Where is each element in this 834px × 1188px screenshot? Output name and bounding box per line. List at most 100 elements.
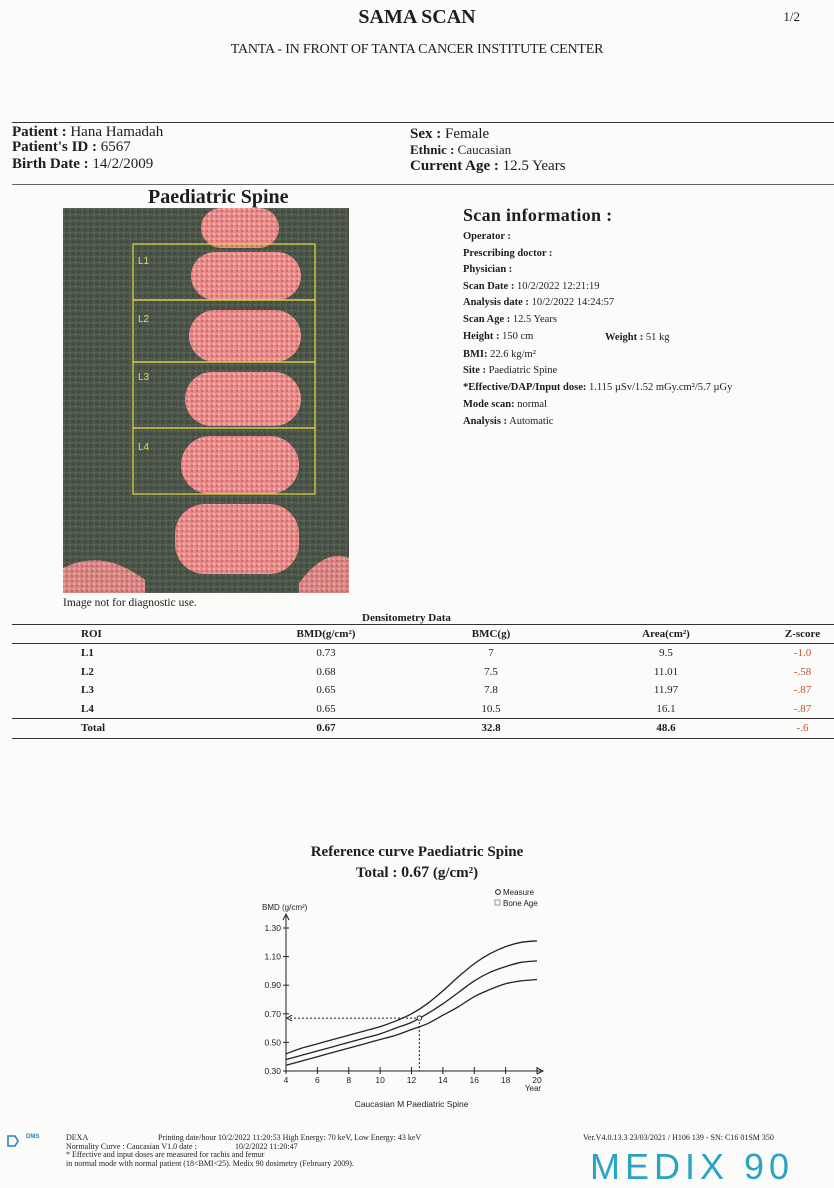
physician-line: Physician : [463,264,512,276]
cell-bmd: 0.67 [231,718,421,739]
chart-total-value: 0.67 [401,864,430,881]
footer-line: Normality Curve : Caucasian V1.0 date : [66,1141,197,1151]
height-line: Height : 150 cm [463,331,533,343]
current-age-line: Current Age : 12.5 Years [410,159,566,174]
cell-area: 16.1 [656,702,676,715]
scan-date-label: Scan Date : [463,281,515,292]
cell-zscore: -.6 [771,718,834,739]
cell-area: 9.5 [659,647,673,660]
chart-title: Reference curve Paediatric Spine [310,844,524,860]
cell-roi: L3 [81,684,94,697]
scan-age-line: Scan Age : 12.5 Years [463,314,557,326]
cell-bmc: 32.8 [421,718,561,739]
x-tick-label: 12 [407,1075,417,1085]
operator-line: Operator : [463,231,511,243]
weight-line: Weight : 51 kg [605,332,669,344]
dms-logo-icon [7,1135,19,1147]
cell-bmd: 0.65 [316,702,336,715]
cell-bmc: 7.5 [484,665,498,678]
x-tick-label: 6 [315,1075,320,1085]
measure-point [416,1015,423,1021]
table-row: L4 0.65 10.5 16.1 -.87 [12,700,834,719]
footer-line: * Effective and input doses are measured… [66,1150,265,1159]
table-row: L1 0.73 7 9.5 -1.0 [12,644,834,663]
cell-zscore: -1.0 [793,647,812,660]
current-age-label: Current Age : [410,158,499,174]
birth-date: 14/2/2009 [92,156,154,172]
footer-normality-date: 10/2/2022 11:20:47 [235,1141,298,1151]
cell-area: 11.01 [653,665,679,678]
spine-scan-image: L1 L2 L3 L4 [63,208,349,593]
prescribing-line: Prescribing doctor : [463,248,552,260]
analysis-line: Analysis : Automatic [463,416,553,428]
cell-bmd: 0.73 [316,647,336,660]
cell-area: 48.6 [561,718,771,739]
cell-bmd: 0.68 [316,665,336,678]
patient-name-label: Patient : [12,124,67,140]
measure-arrow [286,1014,293,1022]
height-value: 150 cm [502,331,534,342]
cell-bmd: 0.65 [316,684,336,697]
patient-name-line: Patient : Hana Hamadah [12,125,163,140]
y-tick-label: 0.70 [264,1009,281,1019]
sex-label: Sex : [410,126,442,142]
x-tick-label: 14 [438,1075,448,1085]
report-title: SAMA SCAN [358,6,476,28]
chart-total-label: Total : [355,865,398,881]
cell-bmc: 7 [488,647,494,660]
table-total-row: Total 0.67 32.8 48.6 -.6 [12,718,834,739]
x-tick-label: 18 [501,1075,511,1085]
height-label: Height : [463,331,500,342]
cell-area: 11.97 [653,684,679,697]
table-header-row: ROI BMD(g/cm²) BMC(g) Area(cm²) Z-score [12,624,834,644]
footer-col1: DEXA Normality Curve : Caucasian V1.0 da… [66,1133,354,1168]
mode-value: normal [517,399,547,410]
roi-label-l3: L3 [138,372,150,383]
medix-brand-logo: MEDIX 90 [590,1146,795,1187]
y-tick-label: 1.10 [264,952,281,962]
roi-label-l2: L2 [138,314,150,325]
physician-label: Physician : [463,264,513,275]
bmi-value: 22.6 kg/m² [490,349,536,360]
table-row: L2 0.68 7.5 11.01 -.58 [12,663,834,682]
reference-curve-chart: 0.30 0.50 0.70 0.90 1.10 1.30 4 6 8 10 12 14 16 18 20 B… [262,888,545,1109]
cell-roi: L2 [81,665,94,678]
densitometry-table: ROI BMD(g/cm²) BMC(g) Area(cm²) Z-score … [12,624,834,739]
densitometry-title: Densitometry Data [362,612,451,624]
weight-value: 51 kg [645,332,670,343]
x-tick-label: 4 [284,1075,289,1085]
weight-label: Weight : [605,332,644,343]
chart-caption: Caucasian M Paediatric Spine [355,1099,469,1109]
bmi-line: BMI: 22.6 kg/m² [463,349,536,361]
ethnic-line: Ethnic : Caucasian [410,142,511,157]
dose-line: *Effective/DAP/Input dose: 1.115 µSv/1.5… [463,382,732,394]
page-number: 1/2 [783,9,800,24]
dose-label: *Effective/DAP/Input dose: [463,382,587,393]
dms-logo: DMS [6,1134,39,1153]
mode-line: Mode scan: normal [463,399,547,411]
dose-value: 1.115 µSv/1.52 mGy.cm²/5.7 µGy [589,382,733,393]
center-address: TANTA - IN FRONT OF TANTA CANCER INSTITU… [230,42,604,57]
footer-version: Ver.V4.0.13.3 23/03/2021 / H106 139 - SN… [583,1133,774,1142]
reference-curve-2 [285,960,538,1061]
site-label: Site : [463,365,487,376]
legend-bone-age-label: Bone Age [503,899,538,908]
x-tick-label: 16 [470,1075,480,1085]
x-axis-label: Year [525,1084,542,1093]
operator-label: Operator : [463,231,511,242]
footer-printing-line: Printing date/hour 10/2/2022 11:20:53 Hi… [158,1133,422,1142]
site-line: Site : Paediatric Spine [463,365,557,377]
scan-image-title: Paediatric Spine [148,186,289,208]
prescribing-label: Prescribing doctor : [463,248,553,259]
ethnic-label: Ethnic : [410,142,455,157]
analysis-label: Analysis : [463,416,508,427]
col-zscore: Z-score [771,624,834,644]
cell-roi: L4 [81,702,94,715]
cell-zscore: -.58 [793,665,812,678]
scan-age-label: Scan Age : [463,314,511,325]
col-area: Area(cm²) [561,624,771,644]
scan-image-caption: Image not for diagnostic use. [63,597,197,609]
y-tick-label: 0.90 [264,980,281,990]
chart-subtitle: Total : 0.67 (g/cm²) [0,864,834,882]
legend-bone-age-marker [494,899,501,906]
